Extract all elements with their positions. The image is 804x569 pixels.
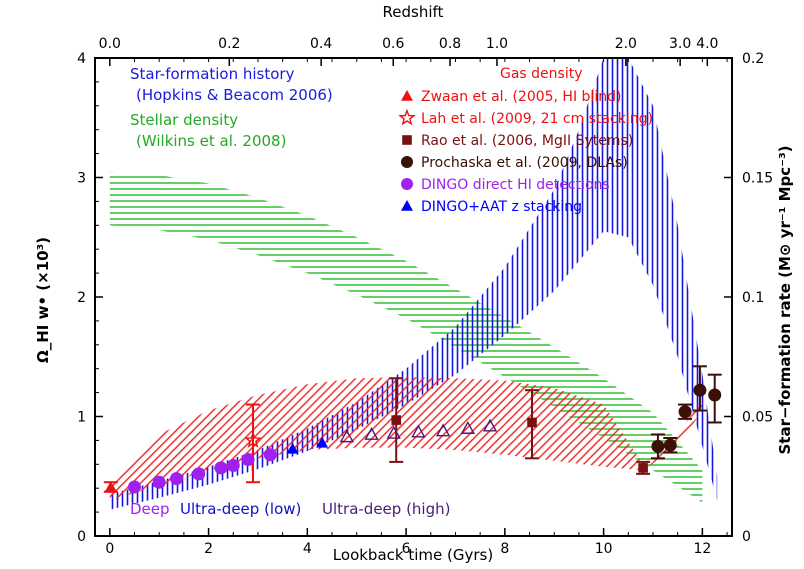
legend-entry: DINGO direct HI detections [401, 177, 610, 193]
data-point [244, 431, 262, 448]
legend-entry-label: Rao et al. (2006, MgII Sytems) [421, 133, 633, 149]
x-tick-label: 4 [303, 541, 312, 557]
legend-stellar: Stellar density [130, 111, 238, 129]
data-point [226, 458, 240, 472]
label-ultra-deep-high: Ultra-deep (high) [322, 500, 450, 518]
top-tick-label: 0.6 [382, 36, 404, 52]
legend-entry: Zwaan et al. (2005, HI blind) [401, 89, 621, 105]
right-y-axis-label: Star−formation rate (M⊙ yr⁻¹ Mpc⁻³) [776, 145, 794, 454]
y-right-tick-label: 0.1 [742, 290, 764, 306]
star-formation-band [109, 58, 718, 510]
y-tick-label: 3 [77, 171, 86, 187]
data-point [638, 463, 648, 473]
legend-entry: DINGO+AAT z stacking [401, 199, 582, 215]
y-right-tick-label: 0.05 [742, 410, 773, 426]
x-tick-label: 0 [105, 541, 114, 557]
top-tick-label: 1.0 [486, 36, 508, 52]
label-deep: Deep [130, 500, 170, 518]
legend-entry: Prochaska et al. (2009, DLAs) [401, 155, 628, 171]
data-point [263, 448, 277, 462]
top-tick-label: 3.0 [669, 36, 691, 52]
data-point [411, 424, 426, 438]
top-tick-label: 2.0 [615, 36, 637, 52]
legend-entry: Rao et al. (2006, MgII Sytems) [402, 133, 633, 149]
data-point [527, 417, 537, 428]
data-point [152, 475, 166, 489]
legend-entry-label: Zwaan et al. (2005, HI blind) [421, 89, 621, 105]
data-point [128, 480, 142, 494]
x-axis-label: Lookback time (Gyrs) [333, 546, 493, 564]
legend-entry-label: DINGO+AAT z stacking [421, 199, 582, 215]
legend-stellar-ref: (Wilkins et al. 2008) [136, 132, 286, 150]
data-point [364, 426, 379, 440]
y-right-tick-label: 0.2 [742, 51, 764, 67]
y-tick-label: 4 [77, 51, 86, 67]
data-point [214, 461, 228, 475]
legend-entry-label: Lah et al. (2009, 21 cm stacking) [421, 111, 653, 127]
top-tick-label: 0.0 [99, 36, 121, 52]
data-point [286, 442, 299, 454]
data-point [316, 436, 329, 448]
x-tick-label: 12 [693, 541, 711, 557]
data-point [192, 467, 206, 481]
data-point [241, 453, 255, 467]
label-ultra-deep-low: Ultra-deep (low) [180, 500, 301, 518]
stellar-density-band [109, 171, 703, 503]
top-tick-label: 0.8 [439, 36, 461, 52]
top-tick-label: 0.4 [310, 36, 332, 52]
legend-gas-title: Gas density [500, 66, 583, 82]
x-tick-label: 6 [402, 541, 411, 557]
data-point [651, 439, 665, 453]
legend-sfh: Star-formation history [130, 65, 295, 83]
data-point [386, 425, 401, 439]
data-point [104, 481, 117, 492]
x-tick-label: 2 [204, 541, 213, 557]
y-tick-label: 2 [77, 290, 86, 306]
data-markers [104, 383, 722, 494]
data-point [678, 405, 692, 419]
data-point [435, 423, 451, 437]
legend-entry: Lah et al. (2009, 21 cm stacking) [398, 108, 653, 127]
legend-entry-label: DINGO direct HI detections [421, 177, 610, 193]
data-point [391, 415, 402, 425]
data-point [708, 388, 722, 402]
data-point [482, 418, 498, 432]
left-y-axis-label: Ω_HI w• (×10³) [34, 237, 52, 363]
y-tick-label: 0 [77, 529, 86, 545]
data-point [169, 472, 183, 486]
data-point [460, 421, 476, 434]
legend-sfh-ref: (Hopkins & Beacom 2006) [136, 86, 333, 104]
x-tick-label: 8 [500, 541, 509, 557]
legend-right: Gas density Zwaan et al. (2005, HI blind… [398, 66, 653, 215]
top-axis-label: Redshift [383, 3, 444, 21]
top-tick-label: 4.0 [696, 36, 718, 52]
x-tick-label: 10 [595, 541, 613, 557]
data-point [339, 429, 355, 443]
data-point [693, 383, 707, 397]
top-tick-label: 0.2 [218, 36, 240, 52]
y-right-tick-label: 0.15 [742, 171, 773, 187]
survey-labels: Deep Ultra-deep (low) Ultra-deep (high) [130, 500, 450, 518]
gas-density-band [109, 377, 703, 501]
legend-left: Star-formation history (Hopkins & Beacom… [130, 65, 333, 150]
y-tick-label: 1 [77, 410, 86, 426]
data-point [663, 438, 677, 452]
legend-entry-label: Prochaska et al. (2009, DLAs) [421, 155, 628, 171]
y-right-tick-label: 0 [742, 529, 751, 545]
